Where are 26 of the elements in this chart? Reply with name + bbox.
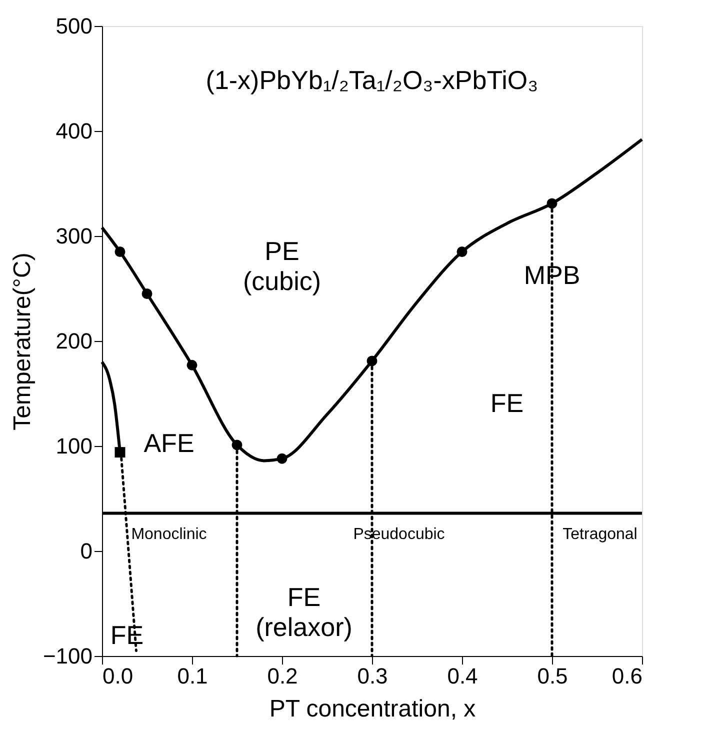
- annotation: FE: [110, 620, 144, 650]
- x-tick-label: 0.1: [177, 664, 208, 688]
- annotation: (1-x)PbYb₁/₂Ta₁/₂O₃-xPbTiO₃: [206, 65, 538, 95]
- y-tick-label: 400: [56, 118, 92, 144]
- x-tick-label: 0.5: [537, 664, 568, 688]
- annotation: AFE: [144, 428, 194, 458]
- y-tick-label: 100: [56, 434, 92, 458]
- annotation: PE (cubic): [242, 236, 322, 296]
- y-tick-label: 0: [80, 538, 92, 564]
- x-tick-label: 0.2: [267, 664, 298, 688]
- x-tick-label: 0.4: [447, 664, 478, 688]
- x-tick-label: 0.0: [102, 664, 134, 688]
- annotation: Monoclinic: [131, 526, 207, 543]
- annotation: FE: [490, 388, 524, 418]
- annotation: Pseudocubic: [353, 526, 445, 543]
- y-tick-label: 300: [56, 224, 92, 248]
- x-tick-label: 0.3: [357, 664, 388, 688]
- annotation: Tetragonal: [562, 526, 638, 543]
- y-tick-label: 200: [56, 328, 92, 354]
- x-axis-title: PT concentration, x: [269, 696, 476, 722]
- y-tick-label: −100: [42, 644, 92, 668]
- x-tick-label: 0.6: [612, 664, 642, 688]
- y-axis-title: Temperature(°C): [8, 252, 36, 430]
- y-tick-label: 500: [56, 14, 92, 38]
- annotation: MPB: [524, 260, 580, 290]
- annotation: FE (relaxor): [256, 582, 352, 642]
